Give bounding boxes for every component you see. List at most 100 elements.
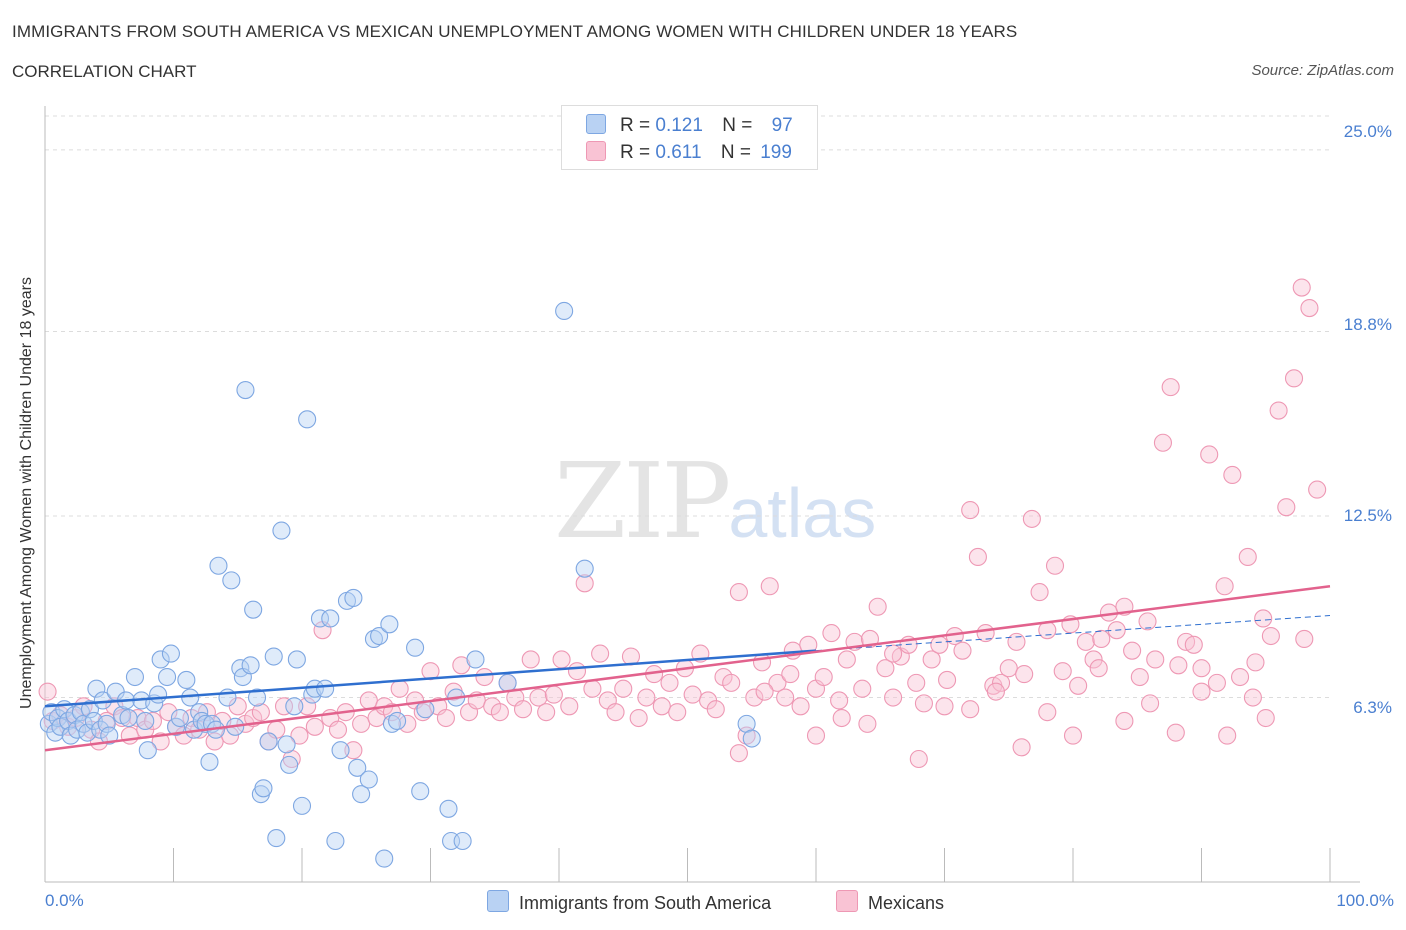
point-blue [466,650,485,669]
point-pink [706,700,725,719]
point-blue [406,638,425,657]
legend-item-mexicans: Mexicans [836,890,944,914]
y-tick-12-5: 12.5% [1343,506,1392,525]
point-pink [1153,433,1172,452]
point-pink [1076,632,1095,651]
r-label: R = [620,142,651,163]
n-value-blue: 97 [771,115,793,136]
point-blue [305,679,324,698]
point-blue [310,609,330,628]
point-blue [370,626,389,646]
point-blue [352,785,371,804]
point-pink [1089,659,1108,678]
point-pink [953,641,972,660]
point-blue [280,755,299,774]
point-pink [909,749,928,769]
x-tick-100: 100.0% [1336,891,1394,910]
point-blue [254,779,273,798]
point-pink [768,673,787,692]
point-blue [411,782,430,801]
point-blue [555,301,574,321]
point-blue [453,831,472,851]
legend-label-mexicans: Mexicans [868,893,945,913]
watermark: ZIPatlas [554,440,876,562]
blue-swatch [487,890,509,912]
blue-swatch [586,114,606,134]
point-blue [285,697,304,716]
point-pink [1207,673,1226,692]
point-pink [1053,662,1072,681]
point-pink [1308,480,1327,499]
point-pink [914,694,933,713]
point-pink [1200,445,1219,464]
point-pink [344,741,363,760]
legend-label-south-america: Immigrants from South America [519,893,772,913]
point-pink [1146,650,1165,669]
point-blue [575,559,594,578]
point-blue [348,758,367,777]
point-pink [722,673,741,692]
point-pink [1300,299,1319,318]
point-blue [298,410,317,429]
point-pink [814,667,833,687]
point-pink [352,714,371,733]
point-pink [858,714,877,733]
point-pink [1015,665,1034,684]
x-tick-0: 0.0% [45,891,84,910]
point-pink [781,665,800,684]
point-blue [498,673,517,692]
point-blue [167,717,186,736]
source-label: Source: ZipAtlas.com [1251,62,1394,79]
point-pink [1192,659,1211,678]
point-blue [326,831,345,851]
point-pink [490,703,509,722]
point-pink [1238,547,1257,567]
point-blue [170,708,189,728]
point-pink [298,697,317,716]
pink-swatch [586,141,606,161]
point-pink [1184,635,1203,654]
point-pink [968,547,987,567]
point-pink [359,691,378,710]
y-tick-18-8: 18.8% [1343,315,1392,334]
r-value-blue: 0.121 [655,115,703,136]
point-pink [1038,703,1057,722]
point-pink [413,703,432,722]
point-blue [264,647,283,666]
point-pink [830,691,849,710]
stats-legend: R = 0.121 N = 97 R = 0.611 N = 199 [561,105,818,170]
point-blue [136,711,155,730]
point-blue [236,380,255,400]
point-pink [907,673,926,692]
point-blue [125,667,144,687]
point-pink [760,577,779,596]
point-pink [1130,667,1149,687]
y-axis-label: Unemployment Among Women with Children U… [18,277,35,709]
point-pink [390,679,409,698]
point-pink [305,717,324,736]
point-pink [290,726,309,745]
point-pink [1295,629,1314,649]
point-blue [344,588,363,608]
point-blue [222,571,241,590]
point-pink [1012,738,1031,757]
y-tick-6-3: 6.3% [1353,698,1392,717]
point-pink [1123,641,1142,660]
point-pink [853,679,872,698]
point-pink [938,670,957,689]
point-blue [158,667,177,687]
point-pink [120,726,139,745]
point-blue [97,714,116,733]
point-pink [1269,401,1288,420]
watermark-atlas: atlas [728,474,877,552]
point-pink [475,667,494,687]
point-blue [80,700,100,719]
point-blue [316,679,335,698]
stats-legend-row-blue: R = 0.121 N = 97 [586,114,793,138]
point-pink [1231,667,1250,687]
point-pink [806,726,826,745]
point-pink [884,644,903,663]
point-pink [1007,632,1026,651]
chart-subtitle: CORRELATION CHART [12,62,197,81]
point-pink [991,673,1011,692]
